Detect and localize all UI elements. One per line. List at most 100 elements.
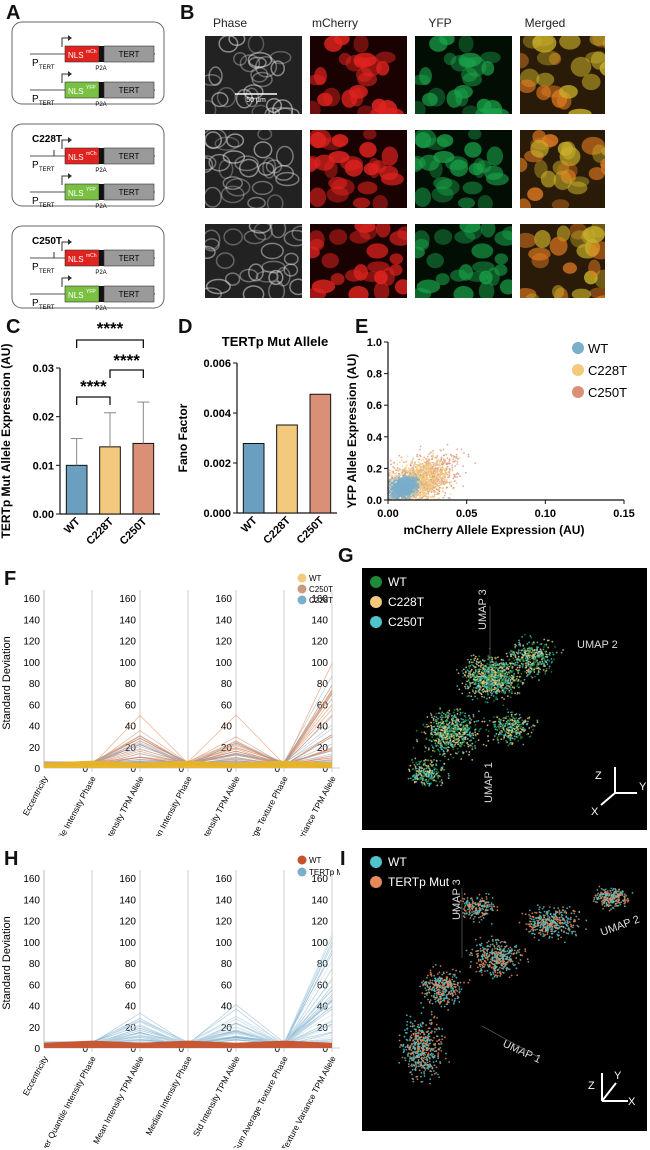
column-title-merged: Merged <box>524 16 566 30</box>
umap-point <box>447 746 449 749</box>
axis-tick-label: 0 <box>82 764 88 775</box>
scatter-point <box>434 464 437 467</box>
umap-point <box>446 750 449 753</box>
umap-point <box>446 741 449 743</box>
scatter-point <box>436 485 438 488</box>
scatter-point <box>448 469 451 472</box>
umap-point <box>474 678 477 681</box>
scatter-point <box>427 481 430 484</box>
umap-point <box>437 738 440 741</box>
umap-point <box>479 692 482 695</box>
scatter-point <box>403 469 406 472</box>
panel-letter-b: B <box>180 2 195 24</box>
umap-point <box>429 712 432 715</box>
umap-point <box>492 684 495 687</box>
scatter-point <box>467 453 470 456</box>
umap-point <box>479 727 482 730</box>
scatter-point <box>405 461 408 464</box>
scatter-point <box>440 480 443 483</box>
cell-nucleus <box>450 54 470 72</box>
cell-outline <box>257 130 273 141</box>
scatter-point <box>406 455 409 457</box>
cell-outline <box>276 266 291 287</box>
scatter-point <box>399 481 402 484</box>
umap-point <box>554 645 556 648</box>
cell-nucleus <box>349 230 371 244</box>
scatter-point <box>400 459 403 462</box>
cell-outline <box>250 66 269 83</box>
x-tick-label: C228T <box>84 515 116 547</box>
cell-nucleus <box>433 176 453 190</box>
umap-point <box>500 666 502 669</box>
scatter-point <box>404 471 407 474</box>
scatter-point <box>444 461 447 464</box>
scatter-point <box>419 462 422 465</box>
umap-point <box>483 717 486 720</box>
scatter-point <box>421 485 424 488</box>
cell-nucleus <box>568 108 592 114</box>
umap-point <box>468 665 471 668</box>
cell-outline <box>289 278 302 296</box>
umap-point <box>507 679 510 682</box>
scatter-point <box>431 455 434 457</box>
cell-nucleus <box>559 36 581 50</box>
umap-point <box>439 759 442 762</box>
scatter-point <box>390 463 392 466</box>
umap-point <box>456 712 459 715</box>
umap-point <box>483 673 485 676</box>
umap-point <box>525 671 528 674</box>
scatter-point <box>435 488 438 490</box>
scatter-point <box>395 482 398 485</box>
umap-point <box>501 689 504 692</box>
umap-point <box>447 735 450 737</box>
umap-point <box>498 671 501 674</box>
cell-outline <box>266 194 284 208</box>
umap-point <box>445 747 448 749</box>
umap-point <box>492 669 495 672</box>
scatter-point <box>427 478 430 481</box>
umap-point <box>530 636 533 639</box>
cell-nucleus <box>317 92 333 107</box>
umap-point <box>449 744 452 747</box>
scatter-point <box>399 494 402 497</box>
scatter-point <box>397 492 400 494</box>
umap-point <box>503 674 506 677</box>
umap-point <box>467 695 470 697</box>
nls-superscript: YFP <box>86 187 96 193</box>
nls-superscript: mCh <box>86 253 97 259</box>
umap-point <box>473 683 476 685</box>
umap-point <box>434 730 437 733</box>
umap-point <box>440 731 443 734</box>
umap-point <box>495 691 497 693</box>
umap-point <box>461 742 464 745</box>
panel-letter-e: E <box>355 316 369 338</box>
umap-point <box>503 681 506 684</box>
umap-points <box>407 633 565 787</box>
umap-point <box>435 722 438 725</box>
scatter-point <box>409 468 412 471</box>
scatter-point <box>405 489 407 492</box>
y-tick-label: 0.4 <box>367 432 383 444</box>
cell-nucleus <box>477 194 493 208</box>
umap-point <box>511 692 513 695</box>
umap-point <box>509 678 512 681</box>
umap-point <box>476 670 479 673</box>
scatter-point <box>416 477 419 480</box>
umap-point <box>471 742 474 745</box>
scatter-point <box>440 484 442 487</box>
scatter-point <box>431 496 434 499</box>
scatter-point <box>390 479 392 482</box>
scatter-point <box>438 470 441 472</box>
umap-point <box>510 666 513 668</box>
umap-point <box>464 670 467 673</box>
cell-outline <box>208 153 231 172</box>
scatter-point <box>427 457 429 460</box>
umap-point <box>471 758 474 761</box>
scatter-point <box>398 473 400 475</box>
cell-nucleus <box>462 105 480 114</box>
umap-point <box>446 718 449 721</box>
panel-letter-g: G <box>338 545 354 567</box>
x-tick-label: WT <box>239 514 260 535</box>
umap-point <box>463 673 466 676</box>
